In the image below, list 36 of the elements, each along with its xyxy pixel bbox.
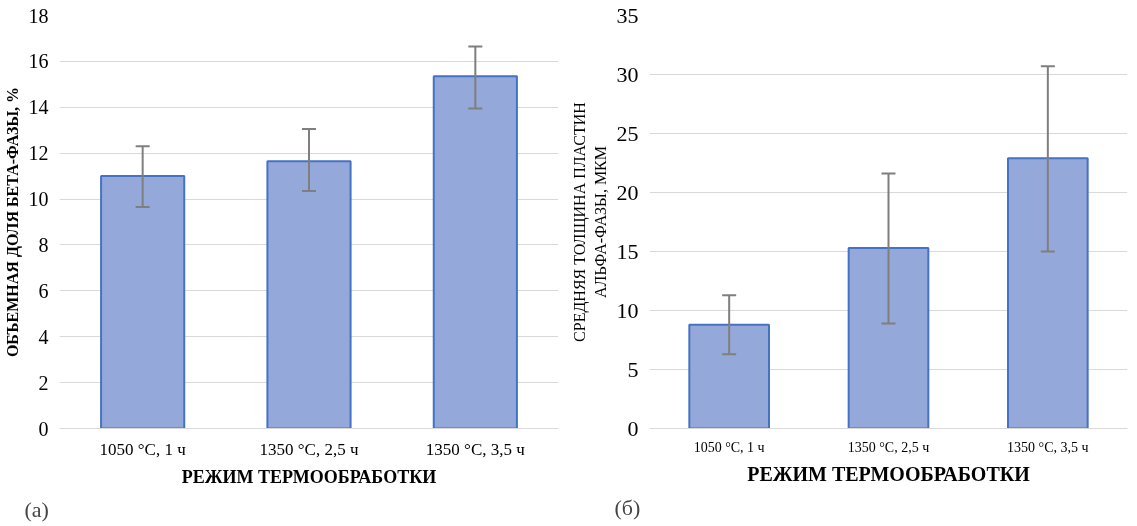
y-tick-label: 0 (627, 415, 639, 441)
x-tick-label: 1350 °C, 3,5 ч (1007, 439, 1089, 455)
y-tick-label: 14 (28, 96, 49, 119)
y-axis-title: ОБЪЕМНАЯ ДОЛЯ БЕТА-ФАЗЫ, % (3, 86, 22, 358)
y-tick-label: 15 (616, 238, 639, 264)
bar (1007, 157, 1089, 429)
y-tick-label: 6 (38, 279, 49, 302)
bar (266, 160, 352, 429)
bar (100, 175, 186, 429)
y-tick-label: 16 (28, 50, 49, 73)
y-tick-label: 12 (28, 142, 49, 165)
y-tick-label: 2 (38, 371, 49, 394)
bar (688, 323, 770, 429)
y-axis-title: СРЕДНЯЯ ТОЛЩИНА ПЛАСТИН АЛЬФА-ФАЗЫ, МКМ (571, 101, 609, 342)
x-tick-label: 1050 °C, 1 ч (693, 439, 765, 455)
y-tick-label: 8 (38, 233, 49, 256)
x-tick-label: 1050 °C, 1 ч (99, 439, 187, 459)
text: (б) (614, 494, 641, 520)
x-axis-title: РЕЖИМ ТЕРМООБРАБОТКИ (181, 466, 437, 487)
text: (a) (24, 496, 49, 522)
y-tick-label: 20 (616, 179, 639, 205)
y-tick-label: 0 (38, 417, 49, 440)
y-tick-label: 25 (616, 120, 639, 146)
x-tick-label: 1350 °C, 2,5 ч (259, 439, 359, 459)
x-tick-label: 1350 °C, 3,5 ч (425, 439, 526, 459)
bar (432, 75, 518, 429)
y-tick-label: 10 (616, 297, 639, 323)
x-axis-title: РЕЖИМ ТЕРМООБРАБОТКИ (747, 462, 1031, 485)
y-tick-label: 18 (28, 4, 49, 27)
y-tick-label: 30 (616, 61, 639, 87)
y-tick-label: 4 (38, 325, 49, 348)
y-tick-label: 35 (616, 2, 639, 28)
x-tick-label: 1350 °C, 2,5 ч (847, 439, 930, 455)
y-tick-label: 10 (28, 188, 49, 211)
bar (847, 246, 930, 429)
y-tick-label: 5 (627, 356, 639, 382)
